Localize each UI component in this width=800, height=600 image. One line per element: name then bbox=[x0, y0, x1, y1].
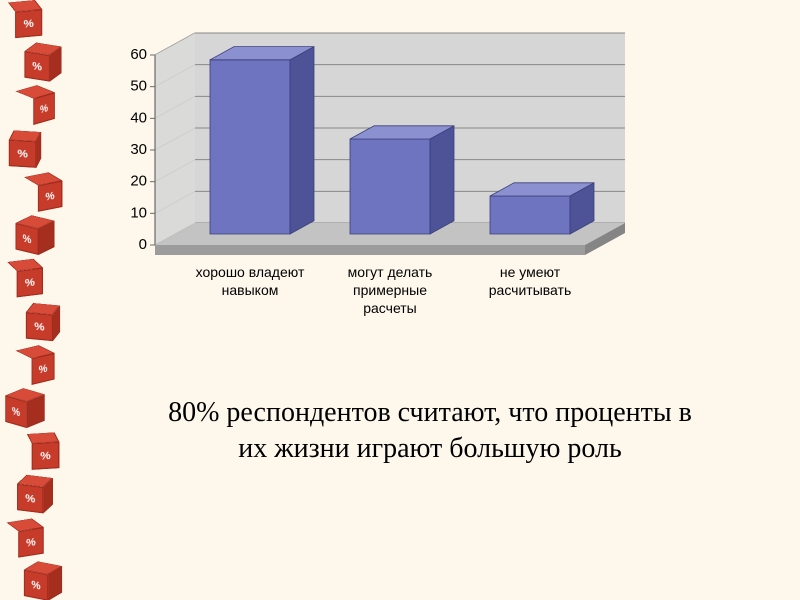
dice-icon: % bbox=[11, 135, 39, 163]
dice-icon: % bbox=[29, 307, 56, 336]
y-tick-label: 50 bbox=[130, 78, 147, 95]
chart-side-wall bbox=[155, 33, 195, 245]
y-tick-label: 10 bbox=[130, 204, 147, 221]
dice-icon: % bbox=[29, 437, 57, 465]
bar-side bbox=[430, 126, 454, 234]
x-category-label: расчитывать bbox=[489, 282, 571, 298]
dice-icon: % bbox=[12, 522, 37, 552]
y-tick-label: 30 bbox=[130, 141, 147, 158]
x-category-label: хорошо владеют bbox=[196, 264, 305, 280]
dice-icon: % bbox=[14, 392, 35, 424]
x-category-label: навыком bbox=[222, 282, 279, 298]
dice-icon: % bbox=[31, 565, 55, 596]
dice-icon: % bbox=[30, 47, 55, 77]
caption-text: 80% респондентов считают, что проценты в… bbox=[90, 395, 770, 468]
dice-icon: % bbox=[11, 5, 38, 34]
y-tick-label: 60 bbox=[130, 46, 147, 63]
x-category-label: могут делать bbox=[348, 264, 433, 280]
bar-front bbox=[210, 60, 290, 234]
page-root: %%%%%%%%%%%%%% 0 10 20 30 40 50 60 хорошо владе… bbox=[0, 0, 800, 600]
chart-floor-front bbox=[155, 245, 585, 255]
y-tick-label: 20 bbox=[130, 173, 147, 190]
y-tick-label: 40 bbox=[130, 109, 147, 126]
dice-icon: % bbox=[24, 349, 47, 381]
y-tick-label: 0 bbox=[139, 236, 147, 253]
x-category-label: не умеют bbox=[500, 264, 561, 280]
dice-icon: % bbox=[24, 219, 47, 251]
bar-front bbox=[350, 139, 430, 234]
chart-svg: 0 10 20 30 40 50 60 хорошо владеют навыком могут … bbox=[95, 15, 715, 345]
caption-line-1: 80% респондентов считают, что проценты в bbox=[168, 397, 692, 428]
caption-line-2: их жизни играют большую роль bbox=[238, 433, 622, 464]
dice-icon: % bbox=[12, 264, 38, 294]
bar-side bbox=[290, 47, 314, 234]
x-category-label: примерные bbox=[353, 282, 427, 298]
decorative-dice-strip: %%%%%%%%%%%%%% bbox=[0, 0, 70, 600]
x-category-label: расчеты bbox=[363, 300, 417, 316]
bar-chart-3d: 0 10 20 30 40 50 60 хорошо владеют навыком могут … bbox=[95, 15, 715, 345]
dice-icon: % bbox=[22, 480, 48, 510]
dice-icon: % bbox=[24, 89, 45, 121]
dice-icon: % bbox=[31, 176, 55, 207]
bar-front bbox=[490, 196, 570, 234]
